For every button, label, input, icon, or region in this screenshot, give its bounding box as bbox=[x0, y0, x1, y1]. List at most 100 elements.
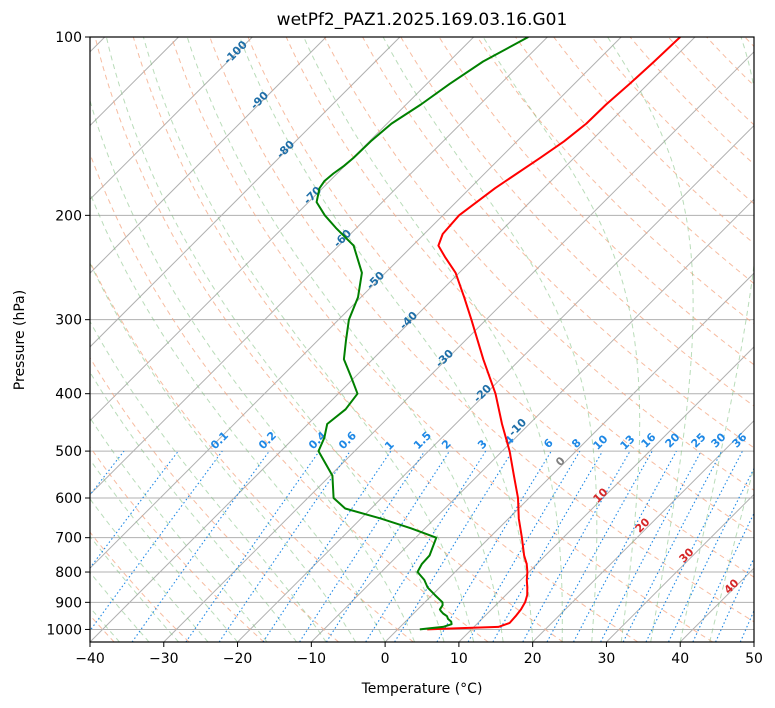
dry-adiabat-label: -90 bbox=[248, 89, 271, 112]
mixing-ratio-line bbox=[573, 450, 677, 642]
dry-adiabat-line bbox=[553, 37, 754, 245]
dry-adiabat-line bbox=[629, 37, 754, 165]
moist-adiabat-line bbox=[90, 416, 268, 642]
isotherm-line bbox=[90, 37, 622, 569]
isotherm-line bbox=[90, 37, 475, 422]
x-axis-label: Temperature (°C) bbox=[361, 681, 483, 697]
dry-adiabat-line bbox=[400, 37, 754, 407]
x-tick-label: 0 bbox=[381, 651, 390, 667]
moist-adiabat-line bbox=[303, 37, 563, 642]
plot-area: 0.1 0.2 0.4 0.6 1 1.5 2 3 4 6 8 10 13 16 20 25 30 3601020… bbox=[90, 37, 754, 642]
isotherm-line bbox=[90, 37, 401, 348]
mixing-ratio-line bbox=[739, 609, 754, 642]
mixing-ratio-line bbox=[90, 450, 179, 569]
isotherm-line bbox=[90, 37, 327, 274]
mixing-ratio-line bbox=[692, 512, 754, 642]
mixing-ratio-line bbox=[365, 450, 487, 642]
dry-adiabats bbox=[90, 37, 754, 642]
profile-series bbox=[315, 37, 681, 631]
dry-adiabat-line bbox=[438, 37, 754, 366]
moist-adiabat-line bbox=[186, 37, 504, 642]
mixing-ratio-line bbox=[90, 450, 223, 632]
y-axis: 100 200 300 400 500 600 700 800 900 1000 bbox=[46, 30, 90, 638]
moist-adiabat-line bbox=[90, 571, 150, 642]
moist-adiabat-line bbox=[90, 262, 357, 642]
dry-adiabat-line bbox=[94, 37, 564, 642]
isotherm-line bbox=[310, 198, 754, 642]
x-tick-label: −10 bbox=[297, 651, 327, 667]
dry-adiabat-line bbox=[90, 356, 339, 642]
dry-adiabat-label: -40 bbox=[397, 309, 420, 332]
dry-adiabat-label: -60 bbox=[331, 227, 354, 250]
chart-title: wetPf2_PAZ1.2025.169.03.16.G01 bbox=[277, 10, 568, 30]
moist-adiabat-line bbox=[382, 37, 598, 642]
isotherm-grid bbox=[90, 37, 754, 642]
moist-adiabat-line bbox=[90, 458, 238, 642]
x-tick-label: 10 bbox=[450, 651, 468, 667]
dry-adiabat-line bbox=[90, 260, 414, 642]
mixing-ratio-label: 0.6 bbox=[336, 429, 359, 452]
x-axis: −40 −30 −20 −10 0 10 20 30 40 50 bbox=[75, 642, 763, 667]
mixing-ratio-label: 8 bbox=[569, 436, 584, 451]
x-tick-label: −40 bbox=[75, 651, 105, 667]
moist-adiabat-line bbox=[90, 320, 327, 642]
isotherm-line bbox=[90, 37, 548, 496]
isotherm-line bbox=[384, 272, 754, 642]
mixing-ratio-label: 6 bbox=[541, 436, 556, 451]
mixing-ratio-line bbox=[262, 450, 392, 642]
dry-adiabat-line bbox=[90, 531, 190, 642]
x-tick-label: 50 bbox=[745, 651, 763, 667]
dry-adiabat-line bbox=[247, 37, 754, 578]
y-tick-label: 500 bbox=[55, 444, 82, 460]
mixing-ratio-line bbox=[546, 450, 653, 642]
mixing-ratio-label: 20 bbox=[663, 430, 683, 450]
x-tick-label: −20 bbox=[223, 651, 253, 667]
mixing-ratio-line bbox=[131, 450, 270, 642]
dry-adiabat-line bbox=[90, 152, 489, 642]
dry-adiabat-line bbox=[323, 37, 754, 491]
x-tick-label: −30 bbox=[149, 651, 179, 667]
y-tick-label: 900 bbox=[55, 595, 82, 611]
isotherm-line bbox=[163, 51, 754, 642]
dry-adiabat-line bbox=[132, 37, 639, 642]
mixing-ratio-line bbox=[299, 450, 426, 642]
isotherm-line bbox=[90, 37, 253, 201]
isotherm-line bbox=[753, 641, 754, 642]
y-tick-label: 800 bbox=[55, 565, 82, 581]
mixing-ratio-label: 0.2 bbox=[256, 429, 279, 452]
moist-adiabat-line bbox=[239, 37, 534, 642]
dry-adiabat-label: -20 bbox=[471, 382, 494, 405]
moist-adiabat-label: 10 bbox=[591, 485, 611, 505]
mixing-ratio-line bbox=[436, 450, 552, 642]
temperature-profile bbox=[427, 37, 681, 631]
moist-adiabat-label: 30 bbox=[677, 545, 697, 565]
mixing-ratio-line bbox=[394, 450, 513, 642]
dry-adiabat-label: -30 bbox=[433, 347, 456, 370]
mixing-ratio-label: 13 bbox=[618, 433, 638, 453]
isotherm-line bbox=[458, 346, 754, 642]
isotherm-line bbox=[237, 124, 754, 642]
moist-adiabat-line bbox=[105, 37, 445, 642]
moist-adiabat-line bbox=[90, 498, 209, 642]
mixing-ratio-line bbox=[715, 556, 754, 642]
moist-adiabats bbox=[90, 37, 754, 642]
moist-adiabat-line bbox=[607, 37, 694, 642]
moist-adiabat-line bbox=[90, 99, 416, 642]
isotherm-line bbox=[90, 37, 696, 642]
moist-adiabat-line bbox=[90, 535, 179, 642]
isotherm-line bbox=[606, 493, 754, 642]
mixing-ratio-label: 2 bbox=[439, 437, 454, 452]
y-tick-label: 400 bbox=[55, 387, 82, 403]
y-tick-label: 700 bbox=[55, 531, 82, 547]
mixing-ratio-label: 36 bbox=[730, 430, 750, 450]
mixing-ratio-line bbox=[668, 467, 754, 642]
mixing-ratio-line bbox=[218, 450, 351, 642]
mixing-ratio-label: 16 bbox=[639, 430, 659, 450]
moist-adiabat-line bbox=[142, 37, 475, 642]
isotherm-line bbox=[532, 419, 754, 642]
isobar-grid bbox=[90, 37, 754, 630]
mixing-ratio-line bbox=[522, 450, 631, 642]
dry-adiabat-label: -80 bbox=[274, 138, 297, 161]
y-tick-label: 300 bbox=[55, 313, 82, 329]
